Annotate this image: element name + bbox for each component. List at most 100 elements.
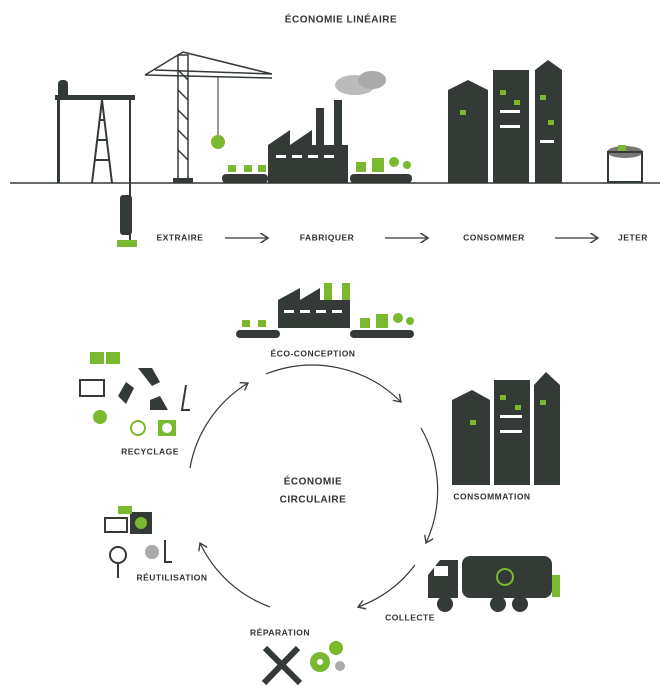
eco-factory-part (284, 310, 294, 313)
step-label: RÉPARATION (250, 627, 310, 637)
cycle-arrow-part (190, 383, 248, 468)
buildings-part (500, 415, 522, 418)
eco-factory-part (316, 310, 326, 313)
step-label: FABRIQUER (300, 232, 355, 242)
cycle-arrow-part (358, 565, 415, 607)
factory-part (389, 157, 399, 167)
factory-part (403, 161, 411, 169)
factory-part (308, 155, 318, 158)
buildings-part (500, 90, 506, 95)
eco-factory (236, 283, 414, 338)
buildings-part (500, 110, 520, 113)
step-label: RÉUTILISATION (136, 572, 207, 582)
factory-part (372, 158, 384, 172)
step-label: CONSOMMER (463, 232, 525, 242)
eco-factory-part (360, 318, 370, 328)
oil-pump (55, 80, 137, 247)
oil-pump-part (92, 100, 112, 183)
truck-part (490, 596, 506, 612)
trash-bin-part (618, 145, 626, 151)
factory-part (350, 174, 412, 183)
factory-part (258, 165, 266, 172)
recycle-icons-part (118, 368, 168, 410)
reuse-icons (105, 506, 172, 578)
buildings-part (540, 140, 554, 143)
factory-part (356, 162, 366, 172)
buildings-part (534, 372, 560, 485)
truck (428, 556, 560, 612)
truck-part (462, 556, 552, 598)
reuse-icons-part (135, 517, 147, 529)
step-label: JETER (618, 232, 648, 242)
buildings-part (540, 95, 546, 100)
reuse-icons-part (145, 545, 159, 559)
crane (145, 52, 272, 183)
tools-part (335, 661, 345, 671)
cycle-arrow-part (421, 428, 438, 543)
reuse-icons-part (165, 540, 172, 562)
truck-part (512, 596, 528, 612)
eco-factory-part (376, 314, 388, 328)
title: ÉCONOMIE LINÉAIRE (285, 13, 397, 26)
reuse-icons-part (110, 547, 126, 563)
diagram: ÉCONOMIE LINÉAIRE EXTRAIRE FABRIQUER CON… (0, 0, 660, 687)
buildings-part (470, 420, 476, 425)
eco-factory-part (393, 313, 403, 323)
cycle-arrow-part (200, 543, 270, 607)
crane-part (178, 55, 188, 183)
eco-factory-part (300, 310, 310, 313)
factory-part (292, 155, 302, 158)
recycle-icons-part (90, 352, 104, 364)
oil-pump-part (120, 195, 132, 235)
eco-factory-part (406, 317, 414, 325)
eco-factory-part (258, 320, 266, 327)
step-label: EXTRAIRE (157, 232, 204, 242)
buildings-part (514, 100, 520, 105)
buildings-part (540, 400, 546, 405)
factory-part (268, 100, 348, 183)
recycle-icons-part (106, 352, 120, 364)
eco-factory-part (242, 320, 250, 327)
reuse-icons-part (105, 518, 127, 532)
buildings-part (500, 125, 520, 128)
eco-factory-part (236, 330, 280, 338)
step-label: CONSOMMATION (453, 491, 530, 501)
factory-part (222, 174, 268, 183)
oil-pump-part (117, 240, 137, 247)
truck-part (428, 560, 458, 598)
buildings-part (460, 110, 466, 115)
eco-factory-part (350, 330, 414, 338)
factory-part (276, 155, 286, 158)
tools-part (264, 648, 300, 683)
center-title: ÉCONOMIE (284, 475, 342, 488)
buildings (452, 372, 560, 485)
buildings (448, 60, 562, 183)
factory (222, 71, 412, 183)
buildings-part (452, 390, 490, 485)
factory-part (228, 165, 236, 172)
buildings-part (448, 80, 488, 183)
truck-part (552, 575, 560, 597)
eco-factory-part (278, 283, 350, 328)
step-label: RECYCLAGE (121, 446, 179, 456)
step-label: ÉCO-CONCEPTION (271, 348, 356, 358)
recycle-icons-part (131, 421, 145, 435)
eco-factory-part (324, 283, 332, 300)
crane-part (145, 52, 272, 78)
factory-part (244, 165, 252, 172)
recycle-icons-part (162, 423, 172, 433)
buildings-part (515, 405, 521, 410)
cycle-arrow-part (266, 365, 401, 402)
step-label: COLLECTE (385, 612, 435, 622)
eco-factory-part (332, 310, 342, 313)
buildings-part (548, 120, 554, 125)
trash-bin (607, 145, 643, 182)
crane-part (173, 178, 193, 183)
factory-part (358, 71, 386, 89)
tools (264, 641, 345, 683)
buildings-part (500, 395, 506, 400)
crane-part (211, 135, 225, 149)
recycle-icons-part (80, 380, 104, 396)
recycle-icons-part (182, 385, 190, 410)
reuse-icons-part (118, 506, 132, 514)
